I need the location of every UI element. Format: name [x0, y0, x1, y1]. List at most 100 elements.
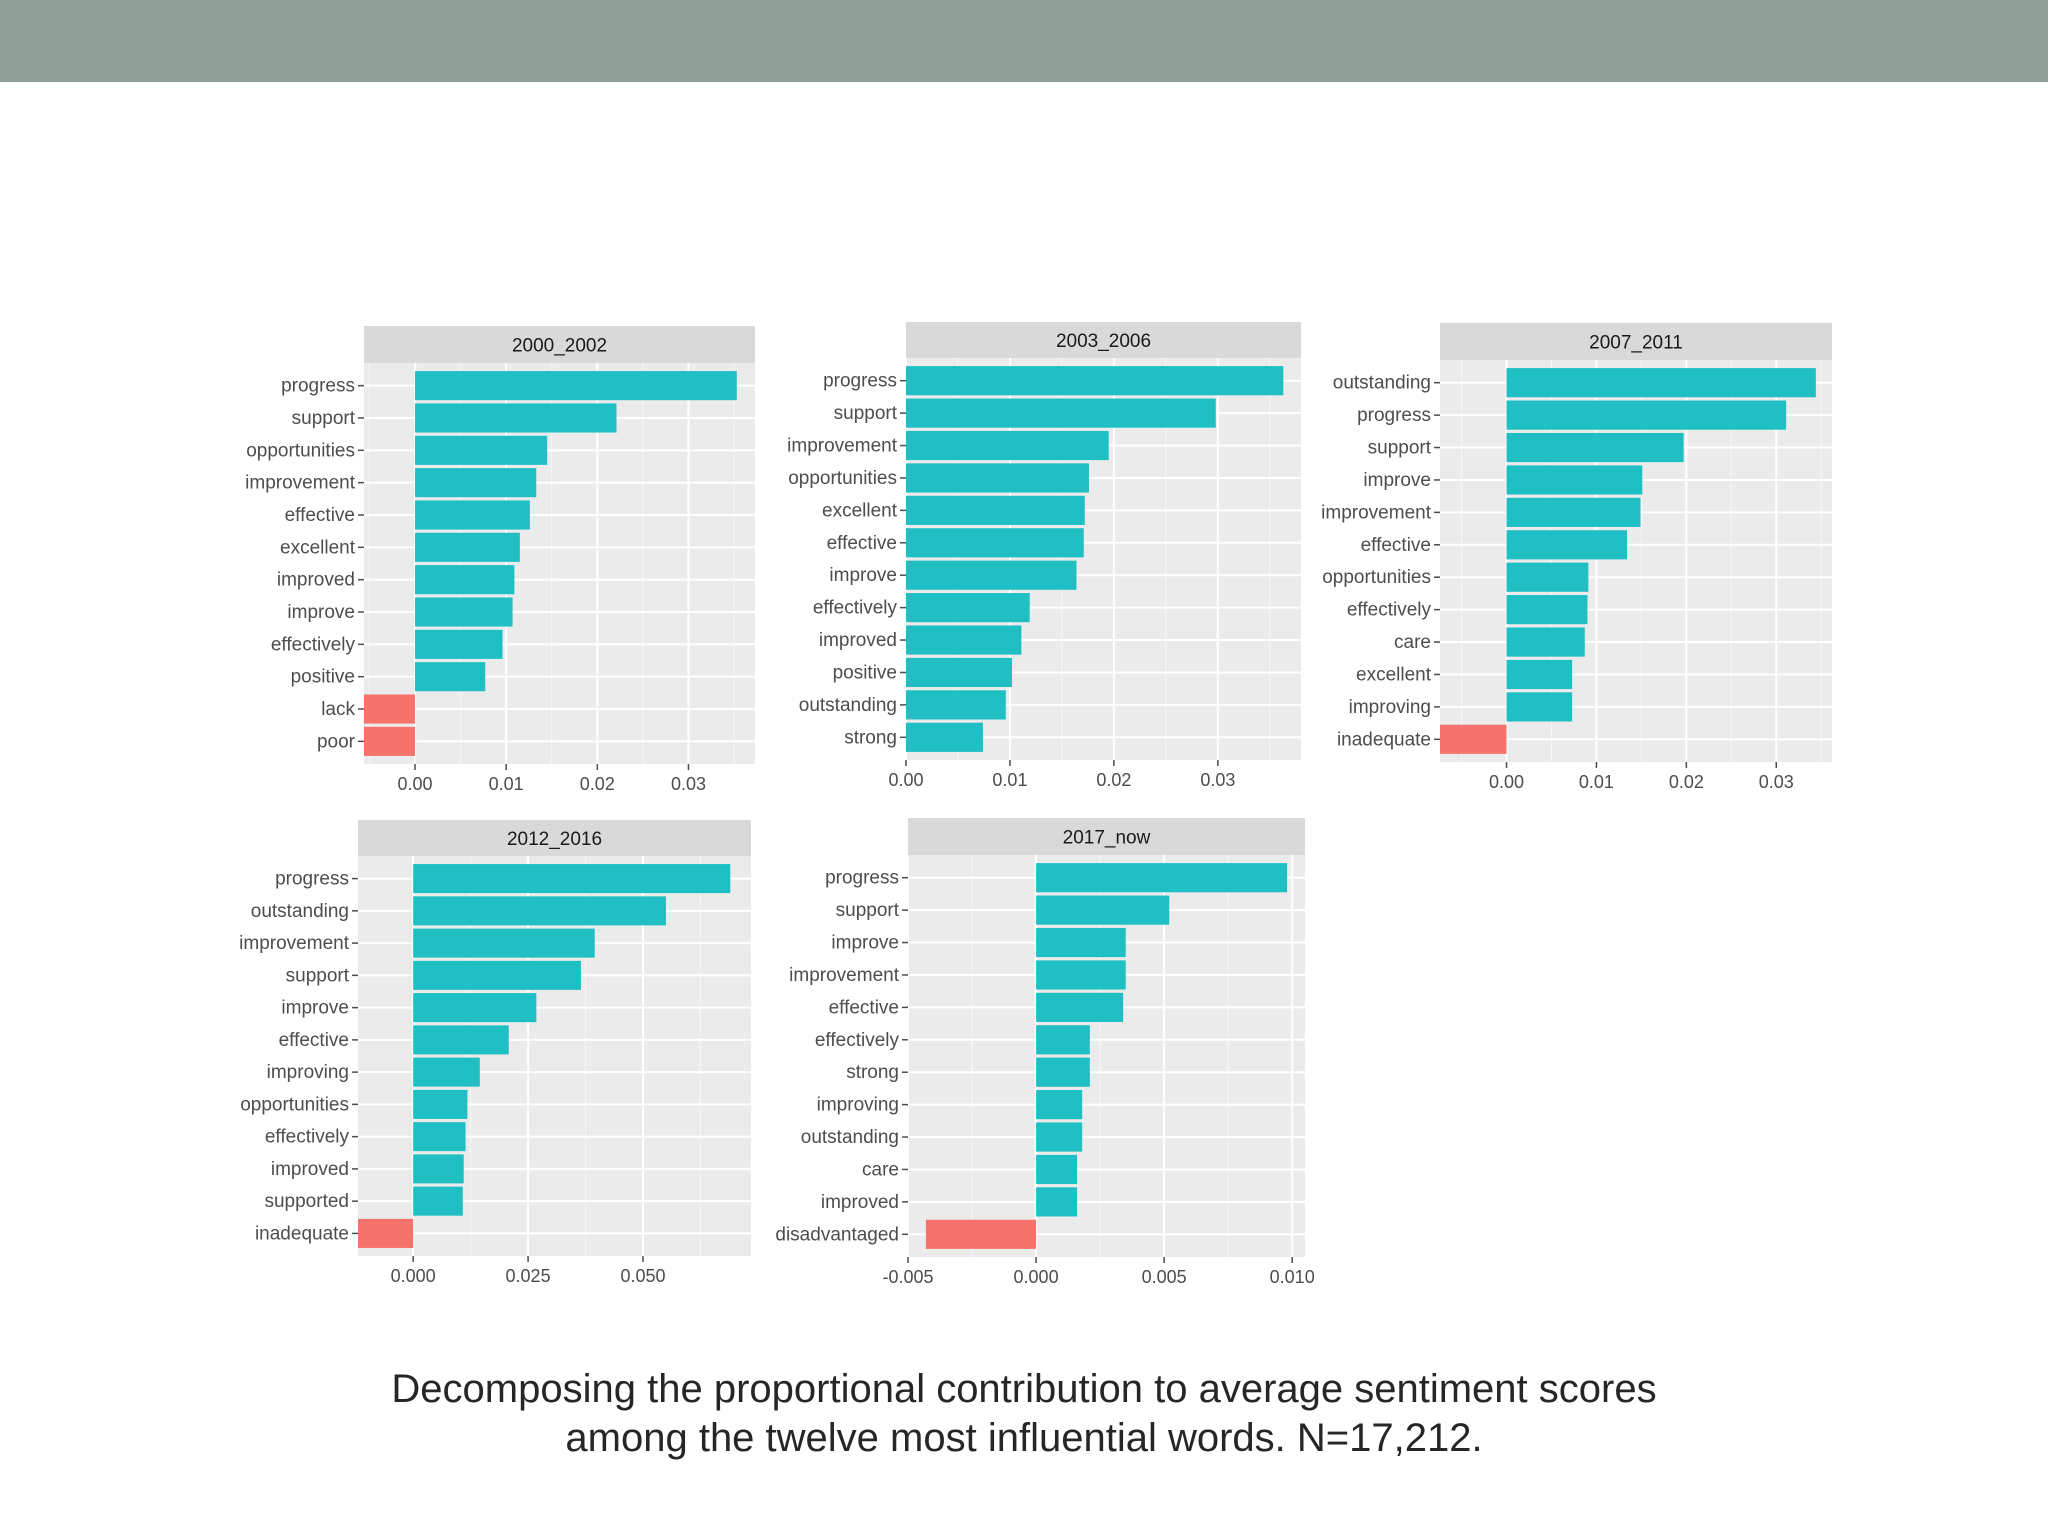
- bar-effectively: [415, 629, 503, 659]
- bar-strong: [906, 722, 983, 752]
- y-tick-label-improved: improved: [821, 1192, 899, 1213]
- x-tick-label: 0.050: [620, 1266, 665, 1286]
- bar-progress: [415, 371, 737, 401]
- y-tick-label-improving: improving: [1349, 697, 1431, 718]
- facet-strip: [358, 820, 751, 856]
- bar-improved: [415, 565, 515, 595]
- bar-excellent: [1506, 659, 1573, 690]
- bar-strong: [1036, 1057, 1090, 1087]
- bar-poor: [364, 726, 416, 756]
- bar-opportunities: [415, 435, 548, 465]
- facet-panel-2007-2011: 2007_2011 outstanding progress support impro…: [1321, 323, 1832, 792]
- bar-support: [413, 960, 581, 990]
- bar-support: [1036, 895, 1170, 925]
- y-tick-label-effective: effective: [829, 997, 899, 1018]
- facet-strip: [908, 818, 1305, 855]
- y-tick-label-outstanding: outstanding: [1333, 373, 1431, 394]
- bar-improving: [1036, 1090, 1083, 1120]
- y-tick-label-care: care: [862, 1159, 899, 1180]
- y-tick-label-opportunities: opportunities: [788, 468, 897, 489]
- y-tick-label-care: care: [1394, 632, 1431, 653]
- bar-progress: [1506, 400, 1787, 430]
- bar-progress: [906, 366, 1284, 396]
- x-tick-label: 0.010: [1270, 1267, 1315, 1287]
- y-tick-label-effectively: effectively: [265, 1127, 350, 1148]
- y-tick-label-support: support: [286, 965, 350, 986]
- caption-line-1: Decomposing the proportional contributio…: [391, 1367, 1657, 1411]
- y-tick-label-improve: improve: [287, 602, 355, 623]
- y-tick-label-improve: improve: [829, 565, 897, 586]
- caption-line-2: among the twelve most influential words.…: [565, 1416, 1483, 1460]
- y-tick-label-supported: supported: [264, 1191, 349, 1212]
- x-tick-label: 0.03: [671, 774, 706, 794]
- bar-improved: [906, 625, 1022, 655]
- facet-panel-2012-2016: 2012_2016 progress outstanding improvement s…: [239, 820, 751, 1286]
- y-tick-label-outstanding: outstanding: [801, 1127, 899, 1148]
- x-tick-label: 0.025: [506, 1266, 551, 1286]
- bar-improvement: [413, 928, 595, 958]
- bar-excellent: [906, 495, 1085, 525]
- facet-title: 2003_2006: [1056, 331, 1151, 352]
- bar-outstanding: [1036, 1122, 1083, 1152]
- y-tick-label-effectively: effectively: [813, 598, 898, 619]
- bar-effectively: [906, 593, 1030, 623]
- bar-inadequate: [358, 1218, 414, 1248]
- x-tick-label: 0.03: [1200, 770, 1235, 790]
- bar-positive: [906, 657, 1013, 688]
- y-tick-label-outstanding: outstanding: [251, 901, 349, 922]
- y-tick-label-opportunities: opportunities: [240, 1094, 349, 1115]
- y-tick-label-progress: progress: [823, 371, 897, 392]
- facet-strip: [906, 322, 1301, 358]
- bar-improvement: [415, 468, 537, 498]
- y-tick-label-positive: positive: [833, 662, 897, 683]
- y-tick-label-improvement: improvement: [787, 436, 898, 457]
- bar-effectively: [413, 1122, 466, 1152]
- bar-outstanding: [1506, 368, 1816, 398]
- bar-support: [1506, 432, 1684, 463]
- facet-title: 2000_2002: [512, 336, 607, 357]
- bar-support: [906, 398, 1216, 428]
- bar-improvement: [1036, 960, 1126, 990]
- y-tick-label-effective: effective: [827, 533, 897, 554]
- bar-outstanding: [906, 690, 1006, 720]
- y-tick-label-inadequate: inadequate: [1337, 729, 1431, 750]
- bar-effective: [415, 500, 530, 530]
- figure-caption: Decomposing the proportional contributio…: [224, 1365, 1824, 1463]
- facet-panel-2000-2002: 2000_2002 progress support opportunities imp…: [245, 326, 755, 794]
- y-tick-label-progress: progress: [825, 868, 899, 889]
- x-tick-label: 0.03: [1759, 772, 1794, 792]
- y-tick-label-improvement: improvement: [789, 965, 900, 986]
- y-tick-label-improvement: improvement: [239, 933, 350, 954]
- y-tick-label-strong: strong: [846, 1062, 899, 1083]
- bar-improve: [415, 597, 513, 627]
- facet-panel-2003-2006: 2003_2006 progress support improvement oppor…: [787, 322, 1301, 790]
- y-tick-label-poor: poor: [317, 731, 356, 752]
- bar-disadvantaged: [925, 1219, 1037, 1249]
- y-tick-label-improvement: improvement: [1321, 502, 1432, 523]
- facet-panel-2017-now: 2017_now progress support improve improvemen…: [775, 818, 1315, 1287]
- bar-improving: [413, 1057, 480, 1087]
- bar-effectively: [1036, 1025, 1090, 1055]
- y-tick-label-effective: effective: [279, 1030, 349, 1051]
- y-tick-label-improvement: improvement: [245, 473, 356, 494]
- bar-improve: [906, 560, 1077, 590]
- bar-improving: [1506, 692, 1573, 722]
- bar-care: [1036, 1154, 1078, 1185]
- y-tick-label-support: support: [836, 900, 900, 921]
- y-tick-label-effective: effective: [1361, 535, 1431, 556]
- y-tick-label-progress: progress: [275, 869, 349, 890]
- y-tick-label-lack: lack: [321, 699, 355, 720]
- y-tick-label-improve: improve: [1363, 470, 1431, 491]
- facet-title: 2007_2011: [1589, 333, 1683, 354]
- bar-improve: [413, 993, 537, 1023]
- x-tick-label: 0.01: [489, 774, 524, 794]
- bar-effective: [1036, 992, 1124, 1022]
- bar-progress: [413, 864, 731, 894]
- bar-care: [1506, 627, 1585, 657]
- y-tick-label-improve: improve: [281, 998, 349, 1019]
- y-tick-label-excellent: excellent: [280, 537, 356, 558]
- facet-title: 2012_2016: [507, 829, 602, 850]
- bar-effective: [413, 1025, 509, 1055]
- x-tick-label: 0.01: [1579, 772, 1614, 792]
- y-tick-label-improving: improving: [817, 1095, 899, 1116]
